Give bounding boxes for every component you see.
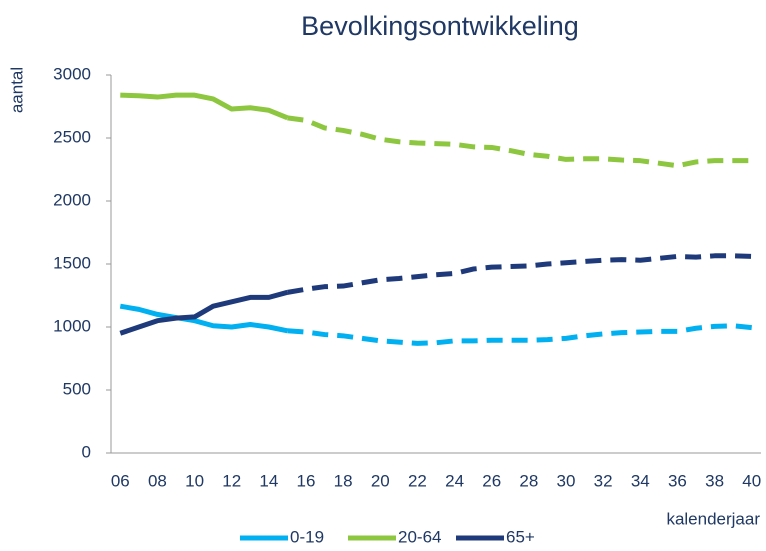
series-line xyxy=(287,253,752,295)
x-tick-label: 10 xyxy=(185,471,204,490)
x-tick-label: 34 xyxy=(631,471,650,490)
x-tick-label: 30 xyxy=(557,471,576,490)
x-tick-label: 24 xyxy=(445,471,464,490)
chart-title: Bevolkingsontwikkeling xyxy=(301,11,579,41)
x-tick-label: 26 xyxy=(482,471,501,490)
x-tick-label: 20 xyxy=(371,471,390,490)
series-line xyxy=(119,303,288,334)
legend-label: 65+ xyxy=(506,527,535,546)
series-line xyxy=(120,92,289,121)
x-tick-label: 38 xyxy=(705,471,724,490)
x-tick-label: 12 xyxy=(222,471,241,490)
x-tick-label: 32 xyxy=(594,471,613,490)
x-tick-label: 28 xyxy=(519,471,538,490)
x-tick-label: 40 xyxy=(742,471,761,490)
legend-label: 20-64 xyxy=(398,527,441,546)
y-tick-label: 0 xyxy=(82,442,91,461)
series-line xyxy=(287,323,752,346)
y-axis-label: aantal xyxy=(7,67,26,113)
y-tick-label: 2000 xyxy=(53,190,91,209)
x-tick-label: 08 xyxy=(148,471,167,490)
y-tick-label: 500 xyxy=(63,379,91,398)
x-tick-label: 14 xyxy=(259,471,278,490)
y-tick-label: 1000 xyxy=(53,316,91,335)
x-tick-label: 06 xyxy=(111,471,130,490)
x-tick-label: 36 xyxy=(668,471,687,490)
y-tick-label: 1500 xyxy=(53,253,91,272)
series-line xyxy=(287,115,752,169)
series-line xyxy=(119,289,289,336)
x-tick-label: 18 xyxy=(334,471,353,490)
legend-label: 0-19 xyxy=(290,527,324,546)
x-tick-label: 16 xyxy=(297,471,316,490)
x-tick-label: 22 xyxy=(408,471,427,490)
x-axis-label: kalenderjaar xyxy=(666,509,760,528)
y-tick-label: 3000 xyxy=(53,64,91,83)
y-tick-label: 2500 xyxy=(53,127,91,146)
